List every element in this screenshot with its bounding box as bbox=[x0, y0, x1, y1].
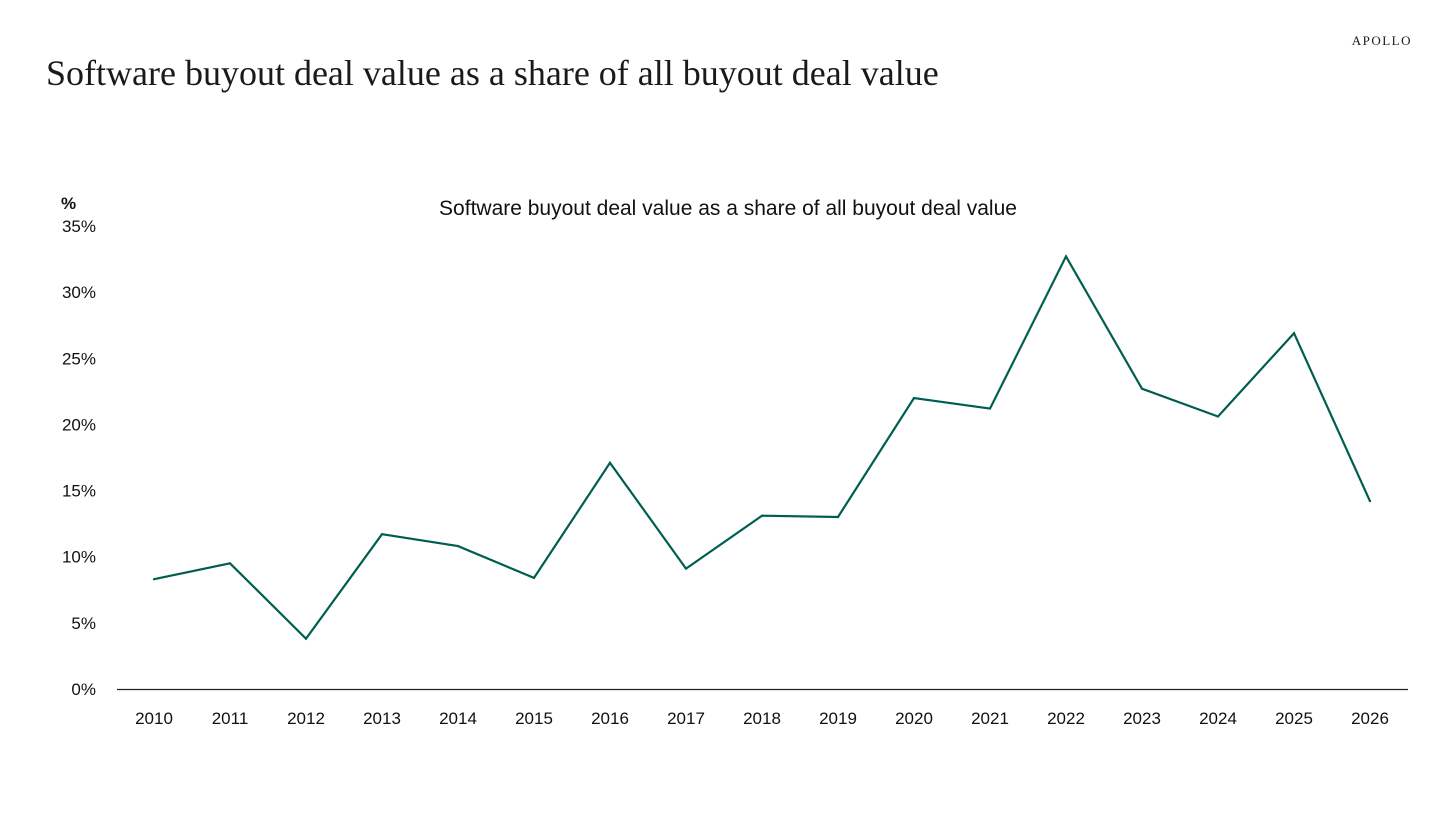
series-line bbox=[153, 254, 1372, 641]
x-tick-label: 2011 bbox=[212, 709, 249, 728]
x-tick-label: 2013 bbox=[363, 709, 401, 728]
y-tick-label: 10% bbox=[62, 548, 96, 567]
data-point bbox=[304, 637, 308, 640]
data-point bbox=[152, 578, 156, 581]
data-point bbox=[1064, 255, 1068, 258]
data-point bbox=[1368, 500, 1372, 503]
brand-logo: APOLLO bbox=[1351, 33, 1412, 48]
y-tick-label: 5% bbox=[71, 614, 96, 633]
x-tick-label: 2022 bbox=[1047, 709, 1085, 728]
series-group bbox=[152, 254, 1372, 641]
x-axis-ticks: 2010 2011 2012 2013 2014 2015 2016 2017 2018 2019… bbox=[135, 709, 1389, 728]
y-tick-label: 20% bbox=[62, 415, 96, 434]
x-tick-label: 2010 bbox=[135, 709, 173, 728]
page-title: Software buyout deal value as a share of… bbox=[46, 53, 939, 93]
x-tick-label: 2023 bbox=[1123, 709, 1161, 728]
data-point bbox=[836, 515, 840, 519]
data-point bbox=[608, 461, 612, 464]
data-point bbox=[532, 576, 536, 579]
x-tick-label: 2025 bbox=[1275, 709, 1313, 728]
data-point bbox=[684, 567, 688, 570]
data-point bbox=[228, 562, 232, 565]
x-tick-label: 2014 bbox=[439, 709, 477, 728]
y-tick-label: 15% bbox=[62, 482, 96, 501]
x-tick-label: 2021 bbox=[971, 709, 1009, 728]
data-point bbox=[456, 545, 460, 548]
data-point bbox=[760, 514, 764, 517]
data-point bbox=[912, 396, 916, 400]
x-tick-label: 2012 bbox=[287, 709, 325, 728]
data-point bbox=[988, 407, 992, 410]
data-point bbox=[1216, 415, 1220, 418]
data-point bbox=[1292, 332, 1296, 335]
y-axis-ticks: 0% 5% 10% 15% 20% 25% 30% 35% bbox=[62, 217, 96, 699]
y-tick-label: 30% bbox=[62, 283, 96, 302]
y-tick-label: 25% bbox=[62, 349, 96, 368]
y-tick-label: 35% bbox=[62, 217, 96, 236]
data-point bbox=[1140, 387, 1144, 390]
y-axis-unit-label: % bbox=[61, 194, 76, 213]
x-tick-label: 2016 bbox=[591, 709, 629, 728]
data-point bbox=[380, 533, 384, 536]
x-tick-label: 2019 bbox=[819, 709, 857, 728]
x-tick-label: 2024 bbox=[1199, 709, 1237, 728]
x-tick-label: 2018 bbox=[743, 709, 781, 728]
y-tick-label: 0% bbox=[71, 680, 96, 699]
x-tick-label: 2015 bbox=[515, 709, 553, 728]
x-tick-label: 2026 bbox=[1351, 709, 1389, 728]
chart-title: Software buyout deal value as a share of… bbox=[439, 197, 1017, 220]
x-tick-label: 2020 bbox=[895, 709, 933, 728]
x-tick-label: 2017 bbox=[667, 709, 705, 728]
